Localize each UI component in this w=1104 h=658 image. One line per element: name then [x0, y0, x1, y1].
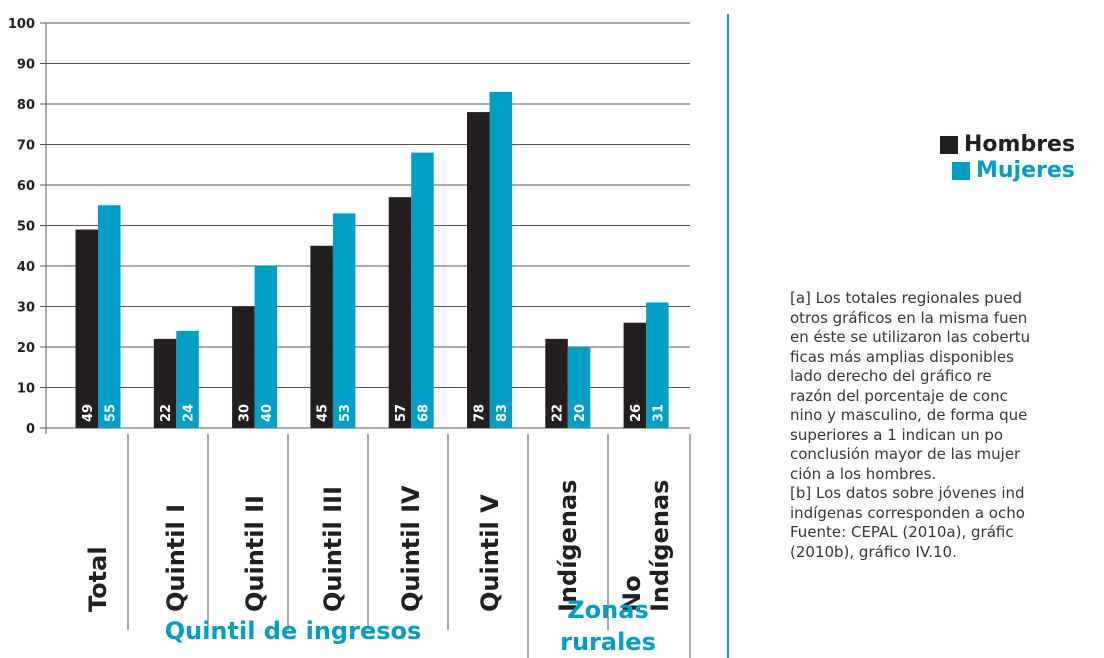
- value-label: 57: [394, 404, 409, 422]
- legend-entry: Hombres: [940, 132, 1075, 157]
- note-line: superiores a 1 indican un po: [790, 425, 1004, 444]
- y-tick-label: 10: [17, 382, 35, 397]
- y-tick-label: 70: [17, 139, 35, 154]
- note-line: indígenas corresponden a ocho: [790, 503, 1025, 522]
- category-label: Quintil I: [162, 503, 191, 612]
- note-line: nino y masculino, de forma que: [790, 406, 1028, 424]
- value-label: 24: [182, 404, 197, 422]
- value-label: 83: [495, 404, 510, 422]
- note-line: (2010b), gráfico IV.10.: [790, 542, 957, 561]
- bar: [545, 338, 568, 428]
- category-label: Total: [84, 546, 112, 612]
- legend-swatch: [940, 135, 958, 154]
- bar: [646, 302, 669, 428]
- legend-swatch: [952, 161, 970, 180]
- y-tick-label: 80: [17, 98, 35, 113]
- group-label: Quintil de ingresos: [164, 617, 422, 645]
- y-tick-label: 40: [17, 260, 35, 275]
- note-line: conclusión mayor de las mujer: [790, 445, 1021, 463]
- bar: [176, 330, 199, 428]
- legend-label: Mujeres: [976, 158, 1075, 183]
- y-tick-label: 50: [17, 220, 35, 235]
- bar: [411, 152, 434, 428]
- bar: [567, 347, 591, 428]
- bar: [623, 322, 647, 428]
- value-label: 55: [103, 404, 118, 422]
- bar: [254, 266, 278, 428]
- category-label: Quintil II: [240, 495, 269, 612]
- bar: [467, 112, 490, 428]
- value-label: 68: [416, 404, 431, 422]
- bar: [232, 306, 255, 428]
- bar: [388, 197, 412, 428]
- group-label: Zonas rurales: [560, 596, 656, 656]
- y-tick-label: 100: [8, 17, 35, 32]
- value-label: 30: [237, 404, 252, 422]
- note-line: lado derecho del gráfico re: [790, 367, 992, 385]
- note-line: Fuente: CEPAL (2010a), gráfic: [790, 523, 1014, 541]
- value-label: 45: [316, 404, 331, 422]
- y-tick-label: 20: [17, 341, 35, 356]
- category-label: Quintil IV: [397, 485, 426, 612]
- note-line: ficas más amplias disponibles: [790, 347, 1014, 366]
- y-tick-label: 30: [17, 301, 35, 316]
- value-label: 31: [651, 404, 666, 422]
- value-label: 22: [159, 404, 174, 422]
- note-line: otros gráficos en la misma fuen: [790, 308, 1028, 327]
- value-label: 22: [551, 404, 566, 422]
- bar: [153, 338, 177, 428]
- legend-entry: Mujeres: [952, 158, 1075, 183]
- value-label: 26: [629, 404, 644, 422]
- category-label: Indígenas: [553, 479, 582, 612]
- y-tick-label: 90: [17, 58, 35, 73]
- value-label: 49: [81, 404, 96, 422]
- bar: [489, 91, 512, 428]
- note-line: en éste se utilizaron las cobertu: [790, 328, 1031, 346]
- y-tick-label: 0: [26, 422, 35, 437]
- value-label: 53: [338, 404, 353, 422]
- value-label: 78: [472, 404, 487, 422]
- y-tick-label: 60: [17, 179, 35, 194]
- bar: [332, 213, 356, 428]
- note-line: [b] Los datos sobre jóvenes ind: [790, 484, 1025, 502]
- category-label: Quintil V: [475, 494, 504, 612]
- value-label: 20: [573, 404, 588, 422]
- value-label: 40: [260, 404, 275, 422]
- note-line: razón del porcentaje de conc: [790, 386, 1008, 405]
- bar: [75, 229, 98, 428]
- legend-label: Hombres: [964, 132, 1076, 157]
- category-label: Quintil III: [318, 486, 347, 612]
- bar: [310, 245, 333, 428]
- category-label: No Indígenas: [618, 479, 675, 612]
- note-line: [a] Los totales regionales pued: [790, 289, 1023, 307]
- bar: [98, 205, 121, 428]
- note-line: ción a los hombres.: [790, 464, 937, 483]
